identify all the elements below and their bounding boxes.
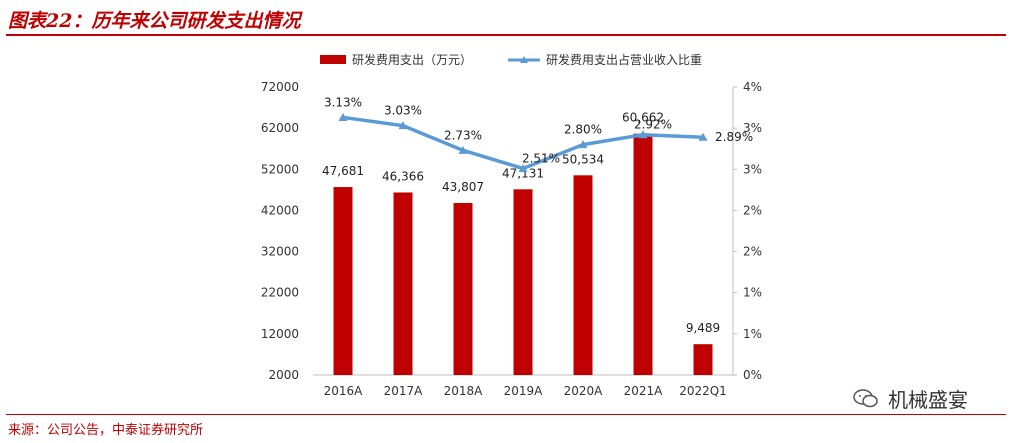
legend-line-label: 研发费用支出占营业收入比重: [546, 52, 702, 67]
bar: [633, 133, 653, 375]
ratio-point: [698, 132, 708, 141]
y-right-tick-label: 2%: [743, 245, 762, 259]
y-left-tick-label: 62000: [261, 121, 299, 135]
y-right-tick-label: 3%: [743, 121, 762, 135]
bar-value-label: 43,807: [442, 180, 484, 194]
chart-title: 图表22：历年来公司研发支出情况: [8, 10, 301, 32]
bars-group: 47,681 46,366 43,807 47,131 50,534 60,662 9,48…: [322, 111, 720, 375]
x-tick-label: 2016A: [324, 384, 364, 398]
y-right-tick-label: 3%: [743, 162, 762, 176]
ratio-value-label: 2.80%: [564, 123, 602, 137]
y-right-tick-label: 1%: [743, 286, 762, 300]
bar-value-label: 60,662: [622, 111, 664, 125]
bar-value-label: 9,489: [686, 321, 720, 335]
x-tick-label: 2022Q1: [679, 384, 727, 398]
source-note: 来源：公司公告，中泰证券研究所: [8, 423, 204, 438]
legend: 研发费用支出（万元） 研发费用支出占营业收入比重: [320, 52, 702, 67]
y-left-tick-label: 12000: [261, 327, 299, 341]
source-rule: [6, 414, 1006, 415]
bar-value-label: 47,681: [322, 164, 364, 178]
y-right-tick-label: 1%: [743, 327, 762, 341]
y-left-tick-label: 22000: [261, 286, 299, 300]
title-rule: [6, 34, 1006, 36]
ratio-value-label: 2.92%: [634, 118, 672, 132]
ratio-point: [398, 121, 408, 130]
axes: 2000 12000 22000 32000 42000 52000 62000 72000 0…: [261, 80, 762, 398]
bar-value-label: 46,366: [382, 169, 424, 183]
y-left-tick-label: 2000: [268, 368, 299, 382]
ratio-point: [518, 163, 528, 172]
bar: [333, 187, 353, 375]
bar: [393, 192, 413, 375]
watermark-text: 机械盛宴: [888, 388, 968, 412]
ratio-point: [338, 112, 348, 121]
x-tick-label: 2017A: [384, 384, 424, 398]
ratio-value-label: 2.51%: [522, 151, 560, 165]
bar: [453, 202, 473, 375]
ratio-value-label: 3.13%: [324, 95, 362, 109]
y-left-tick-label: 52000: [261, 162, 299, 176]
ratio-point: [578, 140, 588, 149]
y-left-tick-label: 32000: [261, 245, 299, 259]
bar: [513, 189, 533, 375]
ratio-value-label: 2.73%: [444, 128, 482, 142]
y-right-tick-label: 4%: [743, 80, 762, 94]
legend-line-marker: [520, 56, 528, 63]
x-tick-label: 2020A: [564, 384, 604, 398]
y-right-tick-label: 2%: [743, 203, 762, 217]
y-right-tick-label: 0%: [743, 368, 762, 382]
watermark: 机械盛宴: [852, 384, 968, 413]
y-left-tick-label: 42000: [261, 203, 299, 217]
x-tick-label: 2018A: [444, 384, 484, 398]
line-group: 3.13% 3.03% 2.73% 2.51% 2.80% 2.92% 2.89%: [324, 95, 753, 172]
bar: [693, 344, 713, 375]
bar-value-label: 47,131: [502, 166, 544, 180]
ratio-point: [458, 145, 468, 154]
wechat-icon: [853, 388, 878, 407]
legend-bar-label: 研发费用支出（万元）: [352, 52, 472, 67]
bar-value-label: 50,534: [562, 152, 604, 166]
ratio-point: [638, 130, 648, 139]
y-left-tick-label: 72000: [261, 80, 299, 94]
x-tick-label: 2021A: [624, 384, 664, 398]
legend-bar-swatch: [320, 55, 346, 64]
ratio-value-label: 2.89%: [715, 130, 753, 144]
bar: [573, 175, 593, 375]
ratio-value-label: 3.03%: [384, 104, 422, 118]
x-tick-label: 2019A: [504, 384, 544, 398]
